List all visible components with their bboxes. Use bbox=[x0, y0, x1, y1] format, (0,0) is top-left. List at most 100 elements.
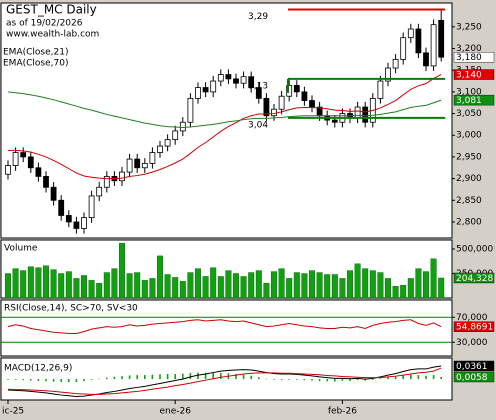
volume-bar bbox=[392, 286, 399, 299]
histogram-bar bbox=[356, 379, 359, 381]
volume-bar bbox=[20, 270, 27, 299]
y-tick-label: 2,950 bbox=[456, 152, 482, 162]
histogram-bar bbox=[432, 375, 435, 380]
histogram-bar bbox=[128, 375, 131, 380]
candle-body bbox=[20, 152, 27, 158]
volume-bar bbox=[73, 278, 80, 299]
volume-bar bbox=[286, 278, 293, 299]
candle-body bbox=[103, 176, 110, 188]
legend-entry: EMA(Close,70) bbox=[3, 59, 68, 69]
volume-bar bbox=[43, 265, 50, 299]
candle-body bbox=[88, 195, 95, 219]
volume-bar bbox=[232, 273, 239, 299]
macd-line bbox=[7, 367, 442, 395]
histogram-bar bbox=[242, 374, 245, 380]
histogram-bar bbox=[68, 379, 70, 382]
candle-body bbox=[293, 84, 300, 93]
price-tag bbox=[453, 371, 495, 383]
y-tick-label: 2,900 bbox=[456, 174, 482, 184]
candle-body bbox=[385, 67, 391, 82]
legend-entry: EMA(Close,21) bbox=[3, 48, 68, 58]
candle-body bbox=[50, 186, 57, 201]
candle-body bbox=[271, 108, 277, 117]
price-tag bbox=[453, 69, 495, 80]
histogram-bar bbox=[280, 379, 283, 380]
histogram-bar bbox=[7, 379, 9, 380]
histogram-bar bbox=[106, 377, 108, 380]
histogram-bar bbox=[394, 376, 397, 380]
level-label: 3,13 bbox=[248, 81, 268, 91]
volume-bar bbox=[27, 266, 34, 299]
candle-body bbox=[248, 76, 255, 88]
histogram-bar bbox=[341, 379, 344, 381]
histogram-bar bbox=[311, 379, 313, 381]
subtitle: as of 19/02/2026 bbox=[6, 19, 83, 29]
candle-body bbox=[255, 87, 262, 99]
histogram-bar bbox=[258, 377, 260, 380]
candle-body bbox=[164, 139, 171, 147]
candle-body bbox=[377, 80, 384, 99]
candle-body bbox=[81, 217, 87, 229]
volume-bar bbox=[12, 268, 19, 299]
candle-body bbox=[240, 76, 247, 84]
candle-body bbox=[134, 158, 141, 169]
volume-bar bbox=[385, 278, 392, 299]
histogram-bar bbox=[136, 375, 138, 380]
price-tag-label: 3,081 bbox=[456, 96, 482, 106]
volume-bar bbox=[202, 276, 209, 299]
volume-bar bbox=[369, 270, 376, 299]
candle-body bbox=[400, 37, 407, 60]
candle-body bbox=[119, 171, 125, 182]
y-tick-label: 30,000 bbox=[456, 338, 488, 348]
histogram-bar bbox=[402, 375, 404, 380]
price-tag bbox=[453, 321, 495, 332]
volume-bar bbox=[118, 242, 125, 299]
histogram-bar bbox=[303, 379, 306, 381]
price-tag-label: 54,8691 bbox=[456, 323, 493, 333]
volume-bar bbox=[347, 270, 354, 299]
price-tag bbox=[453, 272, 495, 284]
volume-bar bbox=[96, 283, 103, 299]
histogram-bar bbox=[197, 372, 199, 380]
y-tick-label: 3,200 bbox=[456, 44, 482, 54]
candle-body bbox=[96, 186, 103, 197]
volume-bar bbox=[339, 278, 346, 299]
y-tick-label: 3,050 bbox=[456, 109, 482, 119]
price-tag-label: 0,0058 bbox=[456, 373, 488, 383]
candle-body bbox=[73, 221, 80, 229]
volume-bar bbox=[377, 272, 384, 299]
candle-body bbox=[149, 152, 156, 164]
histogram-bar bbox=[151, 374, 154, 380]
volume-bar bbox=[172, 277, 179, 299]
volume-bar bbox=[156, 255, 163, 299]
volume-bar bbox=[316, 272, 323, 299]
volume-bar bbox=[210, 267, 217, 299]
y-tick-label: 2,850 bbox=[456, 196, 482, 206]
candle-body bbox=[263, 97, 270, 117]
volume-bar bbox=[134, 272, 141, 299]
volume-bar bbox=[400, 285, 407, 299]
histogram-bar bbox=[326, 379, 328, 382]
volume-bar bbox=[248, 272, 255, 299]
x-tick-label: ene-26 bbox=[159, 407, 191, 417]
y-tick-label: 70,000 bbox=[456, 313, 488, 323]
pane bbox=[0, 357, 453, 401]
histogram-bar bbox=[425, 375, 427, 380]
histogram-bar bbox=[121, 376, 123, 380]
histogram-bar bbox=[144, 375, 146, 380]
candle-body bbox=[278, 95, 285, 110]
price-tag-label: 204,328 bbox=[456, 274, 493, 284]
candle-body bbox=[225, 74, 232, 80]
price-tag bbox=[453, 360, 495, 372]
volume-bar bbox=[301, 273, 308, 299]
volume-bar bbox=[255, 270, 262, 299]
histogram-bar bbox=[30, 379, 32, 381]
price-tag-label: 0,0361 bbox=[456, 362, 488, 372]
histogram-bar bbox=[174, 374, 176, 380]
y-tick-label: 3,100 bbox=[456, 87, 482, 97]
volume-bar bbox=[225, 270, 232, 299]
histogram-bar bbox=[364, 379, 366, 381]
candle-body bbox=[195, 87, 201, 99]
histogram-bar bbox=[90, 379, 93, 380]
